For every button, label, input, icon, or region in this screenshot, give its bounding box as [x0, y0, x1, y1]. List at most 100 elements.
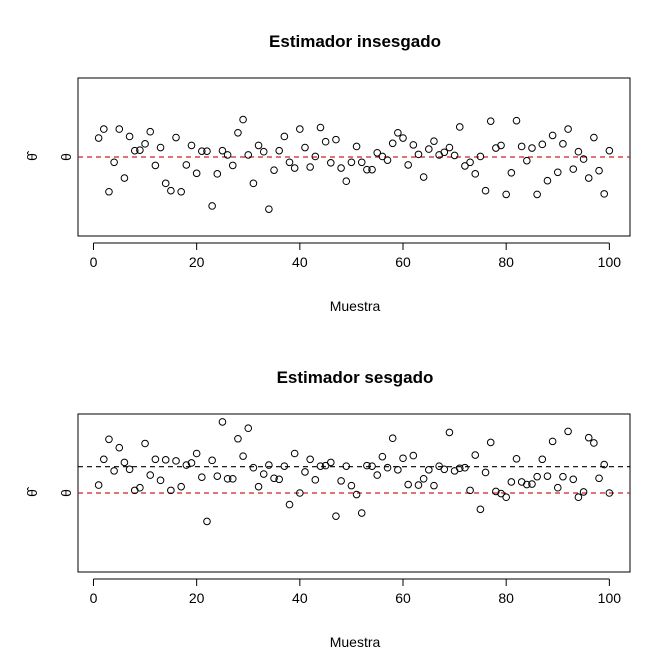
data-point	[414, 150, 423, 159]
data-point	[347, 158, 356, 167]
x-tick-label: 20	[189, 590, 205, 606]
data-point	[579, 155, 588, 163]
data-point	[404, 161, 412, 169]
data-point	[285, 500, 294, 509]
data-point	[502, 190, 510, 199]
data-point	[249, 463, 258, 472]
data-point	[440, 148, 449, 157]
data-point	[223, 151, 232, 159]
data-point	[265, 461, 273, 469]
data-point	[296, 125, 304, 133]
data-point	[120, 174, 129, 182]
data-point	[538, 455, 547, 464]
data-point	[507, 478, 516, 486]
data-point	[110, 158, 118, 167]
data-point	[110, 467, 118, 475]
data-point	[368, 462, 376, 470]
data-point	[399, 134, 407, 142]
x-tick-label: 60	[395, 590, 411, 606]
data-point	[120, 458, 129, 467]
y-axis-label: θ̂	[24, 150, 40, 161]
data-point	[512, 116, 521, 125]
data-point	[161, 456, 170, 464]
data-point	[399, 454, 407, 463]
data-point	[239, 115, 247, 124]
data-point	[203, 517, 211, 526]
x-axis-label: Muestra	[330, 298, 381, 314]
data-point	[425, 145, 433, 153]
data-point	[280, 132, 289, 141]
data-point	[244, 424, 253, 433]
data-point	[476, 505, 485, 514]
data-point	[553, 168, 562, 177]
data-point	[265, 205, 273, 213]
data-point	[99, 125, 108, 133]
data-point	[455, 464, 464, 473]
data-point	[564, 427, 572, 436]
data-point	[357, 509, 366, 517]
data-point	[394, 466, 402, 474]
data-point	[136, 146, 144, 154]
data-point	[373, 471, 382, 479]
x-tick-label: 100	[598, 590, 622, 606]
data-point	[208, 202, 216, 210]
data-point	[378, 152, 387, 161]
data-point	[290, 449, 299, 458]
x-tick-label: 80	[498, 254, 514, 270]
data-point	[213, 170, 222, 178]
x-axis: 0 20 40 60 80 100	[90, 242, 621, 270]
data-point	[497, 141, 505, 150]
data-point	[352, 490, 361, 499]
data-point	[543, 176, 552, 185]
data-point	[141, 140, 149, 148]
data-point	[167, 486, 175, 495]
data-point	[105, 187, 113, 196]
data-points	[94, 418, 614, 526]
data-point	[311, 152, 320, 161]
data-point	[486, 438, 495, 447]
data-point	[440, 465, 449, 474]
data-point	[517, 142, 526, 151]
data-point	[481, 468, 490, 477]
data-point	[481, 186, 490, 195]
data-point	[321, 137, 330, 146]
data-point	[461, 162, 469, 170]
data-point	[414, 481, 423, 489]
data-point	[574, 147, 583, 156]
data-point	[105, 435, 113, 444]
y-tick-label-theta: θ	[58, 489, 74, 497]
data-point	[244, 151, 253, 159]
data-point	[234, 434, 242, 443]
data-point	[569, 165, 578, 173]
data-point	[332, 135, 340, 144]
data-point	[543, 472, 552, 480]
data-point	[528, 144, 536, 152]
data-point	[383, 156, 392, 164]
data-point	[187, 141, 196, 150]
data-point	[363, 461, 371, 470]
data-point	[254, 482, 263, 491]
data-point	[584, 174, 593, 182]
data-point	[270, 474, 278, 483]
data-point	[285, 158, 294, 167]
data-point	[363, 165, 371, 174]
data-point	[419, 474, 428, 483]
x-tick-label: 60	[395, 254, 411, 270]
data-point	[507, 169, 516, 177]
data-point	[115, 443, 124, 452]
data-point	[316, 123, 325, 132]
chart-title: Estimador sesgado	[277, 368, 434, 387]
data-point	[301, 468, 309, 476]
data-point	[559, 140, 567, 148]
data-point	[574, 493, 583, 502]
data-point	[141, 439, 149, 448]
data-point	[523, 156, 531, 165]
data-point	[249, 179, 258, 188]
data-point	[600, 460, 609, 469]
data-point	[595, 166, 603, 175]
data-point	[512, 454, 521, 463]
data-point	[151, 161, 160, 170]
data-point	[394, 128, 402, 137]
data-points	[94, 115, 614, 213]
data-point	[605, 489, 614, 497]
